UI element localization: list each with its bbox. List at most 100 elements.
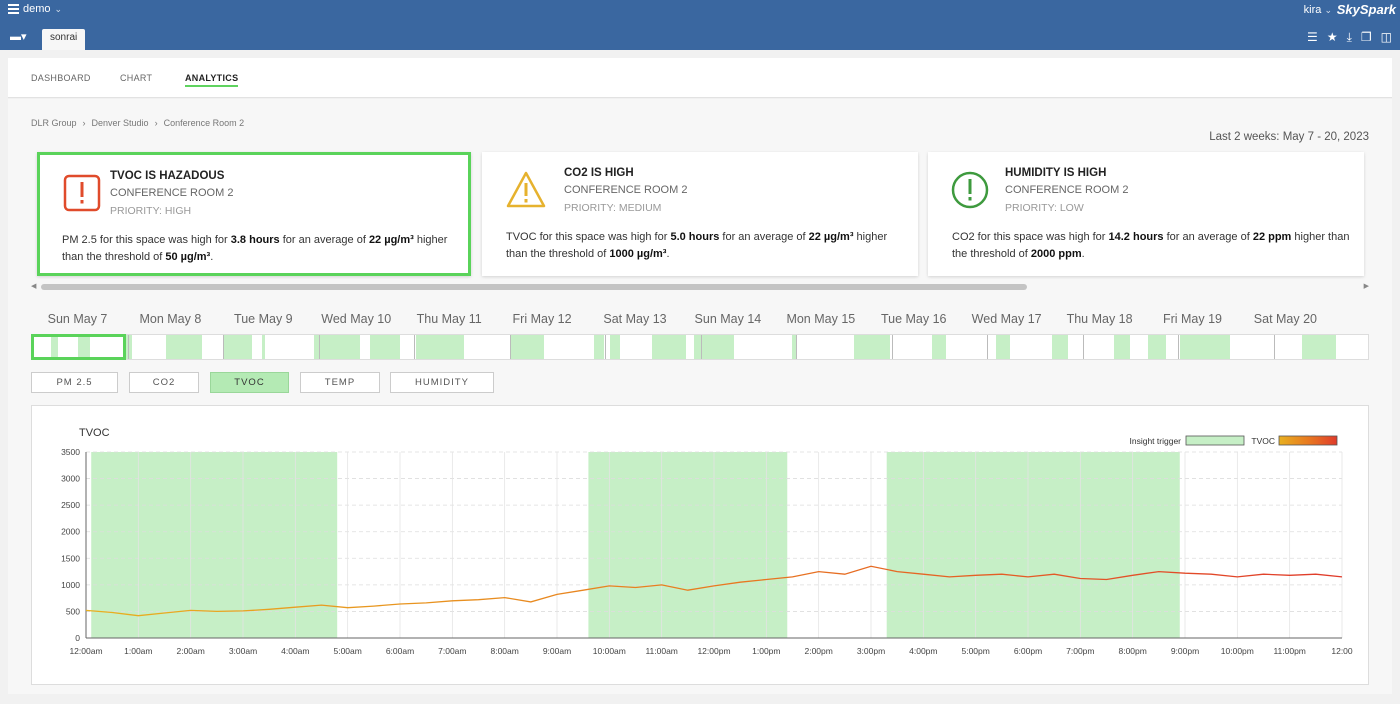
x-tick-label: 3:00am	[229, 646, 257, 656]
insight-card[interactable]: TVOC IS HAZADOUS CONFERENCE ROOM 2 PRIOR…	[37, 152, 471, 276]
toolbar: ☰ ★ ⤓ ❐ ◫	[1307, 30, 1392, 45]
chart-legend: Insight trigger TVOC	[1130, 435, 1338, 446]
chart-title: TVOC	[79, 427, 110, 439]
chevron-right-icon: ›	[154, 118, 158, 128]
insight-room: CONFERENCE ROOM 2	[1005, 184, 1129, 196]
star-icon[interactable]: ★	[1326, 30, 1338, 44]
scroll-right-icon[interactable]: ▶	[1363, 283, 1369, 290]
insight-title: HUMIDITY IS HIGH	[1005, 167, 1107, 179]
project-name: demo	[23, 3, 51, 15]
day-label[interactable]: Sat May 20	[1253, 312, 1318, 326]
metric-pm25-button[interactable]: PM 2.5	[31, 372, 118, 393]
day-label[interactable]: Wed May 17	[971, 312, 1042, 326]
tab-chart[interactable]: CHART	[120, 73, 153, 83]
breadcrumb-item[interactable]: DLR Group	[31, 118, 77, 128]
tab-analytics[interactable]: ANALYTICS	[185, 73, 239, 87]
user-menu[interactable]: kira ⌄	[1304, 4, 1332, 16]
legend-label: TVOC	[1251, 436, 1275, 446]
download-icon[interactable]: ⤓	[1346, 30, 1352, 44]
y-tick-label: 1500	[61, 553, 80, 563]
x-tick-label: 10:00am	[593, 646, 626, 656]
day-label[interactable]: Thu May 11	[416, 312, 482, 326]
panel-icon[interactable]: ◫	[1380, 30, 1392, 44]
insight-segment	[510, 335, 544, 359]
day-divider	[1082, 335, 1084, 359]
insight-segment	[166, 335, 202, 359]
insight-priority: PRIORITY: MEDIUM	[564, 202, 662, 214]
insight-card[interactable]: CO2 IS HIGH CONFERENCE ROOM 2 PRIORITY: …	[482, 152, 918, 276]
chevron-right-icon: ›	[82, 118, 86, 128]
copy-icon[interactable]: ❐	[1360, 30, 1372, 44]
day-divider	[891, 335, 893, 359]
day-label[interactable]: Tue May 16	[880, 312, 947, 326]
list-icon[interactable]: ☰	[1307, 30, 1318, 44]
user-name: kira	[1303, 4, 1322, 16]
insight-card[interactable]: HUMIDITY IS HIGH CONFERENCE ROOM 2 PRIOR…	[928, 152, 1364, 276]
project-menu[interactable]: demo ⌄	[8, 3, 62, 15]
y-tick-label: 500	[66, 606, 80, 616]
y-tick-label: 3500	[61, 447, 80, 457]
x-tick-label: 8:00pm	[1118, 646, 1146, 656]
insight-trigger-band	[91, 452, 338, 638]
metric-humidity-button[interactable]: HUMIDITY	[390, 372, 494, 393]
app-switcher-icon[interactable]: ▬▾	[10, 31, 27, 43]
day-divider	[127, 335, 129, 359]
breadcrumb-item[interactable]: Denver Studio	[91, 118, 149, 128]
insight-segment	[932, 335, 946, 359]
scrollbar-thumb[interactable]	[41, 284, 1027, 290]
day-label[interactable]: Mon May 15	[786, 312, 856, 326]
insight-segment	[792, 335, 796, 359]
x-tick-label: 5:00pm	[961, 646, 989, 656]
day-label[interactable]: Thu May 18	[1066, 312, 1133, 326]
scroll-left-icon[interactable]: ◀	[31, 283, 37, 290]
x-tick-label: 6:00pm	[1014, 646, 1042, 656]
insight-description: TVOC for this space was high for 5.0 hou…	[506, 231, 888, 260]
day-divider	[1273, 335, 1275, 359]
insight-segment	[262, 335, 265, 359]
breadcrumb-item[interactable]: Conference Room 2	[163, 118, 245, 128]
insight-title: CO2 IS HIGH	[564, 167, 634, 179]
day-label[interactable]: Sat May 13	[603, 312, 667, 326]
x-tick-label: 7:00pm	[1066, 646, 1094, 656]
x-tick-label: 4:00pm	[909, 646, 937, 656]
day-label[interactable]: Wed May 10	[321, 312, 392, 326]
day-label[interactable]: Mon May 8	[139, 312, 202, 326]
insight-description: CO2 for this space was high for 14.2 hou…	[952, 231, 1350, 260]
day-label[interactable]: Fri May 19	[1162, 312, 1223, 326]
y-tick-label: 0	[75, 633, 80, 643]
hamburger-icon	[8, 4, 19, 14]
x-tick-label: 5:00am	[333, 646, 361, 656]
day-divider	[318, 335, 320, 359]
tab-dashboard[interactable]: DASHBOARD	[31, 73, 91, 83]
top-bar: demo ⌄ kira ⌄ SkySpark	[0, 0, 1400, 22]
x-tick-label: 12:00pm	[697, 646, 730, 656]
metric-temp-button[interactable]: TEMP	[300, 372, 380, 393]
metric-co2-button[interactable]: CO2	[129, 372, 199, 393]
day-label[interactable]: Sun May 7	[47, 312, 108, 326]
insight-trigger-band	[886, 452, 1180, 638]
insight-segment	[1302, 335, 1336, 359]
selected-day-highlight[interactable]	[31, 334, 126, 360]
x-tick-label: 6:00am	[386, 646, 414, 656]
tvoc-chart: TVOC 0 500 1000 1500 2000 2500 3000 3500 12:00am…	[31, 405, 1369, 685]
day-divider	[223, 335, 224, 359]
info-circle-icon	[951, 171, 989, 209]
y-tick-label: 1000	[61, 580, 80, 590]
chevron-down-icon: ⌄	[1324, 5, 1332, 15]
day-label[interactable]: Fri May 12	[512, 312, 572, 326]
insight-priority: PRIORITY: HIGH	[110, 205, 192, 217]
cards-scrollbar[interactable]: ◀ ▶	[31, 282, 1369, 292]
insight-segment	[1180, 335, 1230, 359]
day-label[interactable]: Tue May 9	[234, 312, 293, 326]
x-tick-label: 9:00am	[543, 646, 571, 656]
day-timeline[interactable]	[31, 334, 1369, 360]
insight-segment	[126, 335, 132, 359]
insight-segment	[1052, 335, 1068, 359]
tvoc-series-line	[85, 565, 1343, 617]
y-tick-label: 3000	[61, 474, 80, 484]
metric-tvoc-button[interactable]: TVOC	[210, 372, 289, 393]
legend-swatch-tvoc	[1278, 435, 1338, 446]
tab-sonrai[interactable]: sonrai	[42, 29, 86, 50]
day-divider	[700, 335, 702, 359]
day-label[interactable]: Sun May 14	[694, 312, 762, 326]
